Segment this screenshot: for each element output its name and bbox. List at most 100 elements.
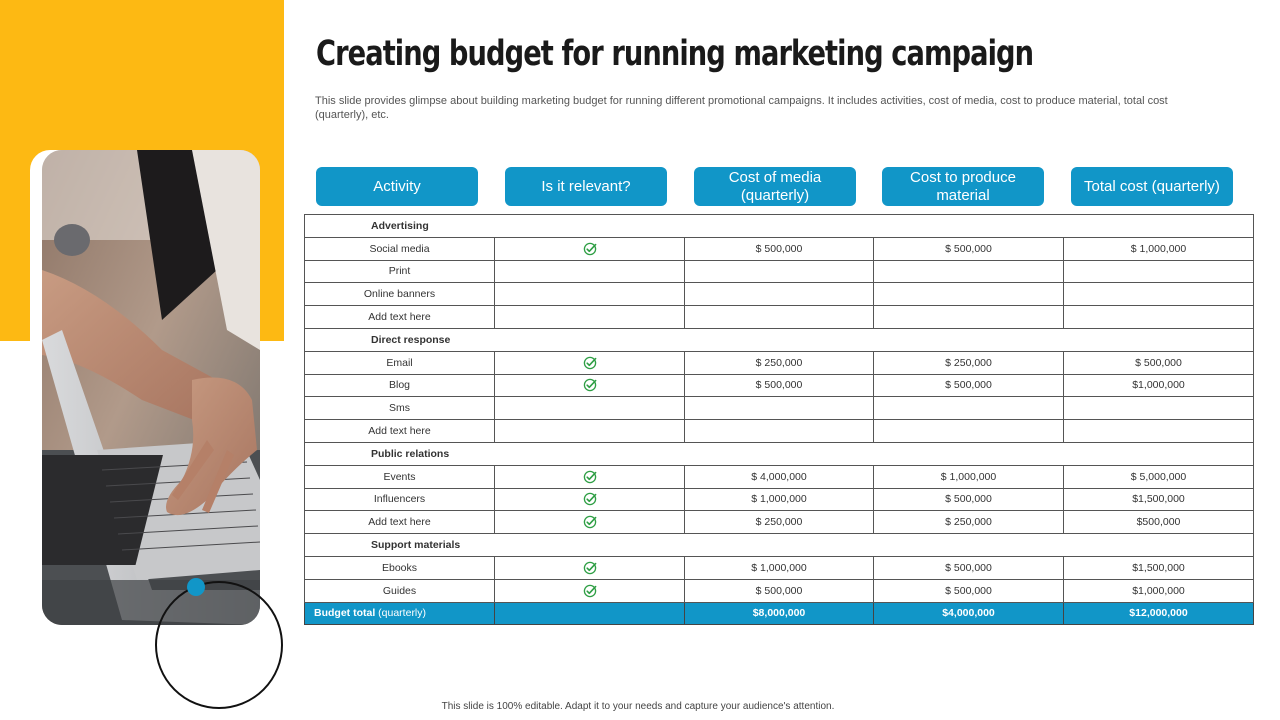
media-cost-cell [684,419,874,443]
total-cost-cell: $ 500,000 [1063,350,1254,375]
produce-cost-cell: $ 500,000 [873,236,1064,261]
decorative-circle [155,581,283,709]
activity-cell: Online banners [304,282,495,307]
check-icon [583,516,596,529]
section-filler [494,441,1254,466]
produce-cost-cell: $ 500,000 [873,555,1064,580]
header-cost-to-produce: Cost to produce material [882,167,1044,206]
section-label: Advertising [304,214,495,238]
produce-cost-cell [873,259,1064,284]
media-cost-cell [684,305,874,329]
check-icon [583,470,596,483]
table-row: Guides $ 500,000 $ 500,000 $1,000,000 [304,578,1254,603]
check-icon [583,379,596,392]
activity-cell: Add text here [304,419,495,443]
relevant-cell [494,419,685,443]
table-row: Ebooks $ 1,000,000 $ 500,000 $1,500,000 [304,555,1254,580]
relevant-cell [494,510,685,535]
section-row: Support materials [304,533,1254,557]
media-cost-cell [684,396,874,421]
column-header-row: Activity Is it relevant? Cost of media (… [316,167,1233,206]
section-filler [494,533,1254,557]
activity-cell: Events [304,464,495,489]
total-media-cell: $8,000,000 [684,601,874,626]
check-icon [583,584,596,597]
relevant-cell [494,487,685,512]
relevant-cell [494,305,685,329]
produce-cost-cell [873,305,1064,329]
produce-cost-cell: $ 500,000 [873,578,1064,603]
produce-cost-cell: $ 250,000 [873,350,1064,375]
section-label: Direct response [304,327,495,352]
check-icon [583,493,596,506]
table-row: Add text here $ 250,000 $ 250,000 $500,000 [304,510,1254,535]
total-total-cell: $12,000,000 [1063,601,1254,626]
total-cost-cell: $ 1,000,000 [1063,236,1254,261]
total-cost-cell: $500,000 [1063,510,1254,535]
check-icon [583,356,596,369]
activity-cell: Email [304,350,495,375]
activity-cell: Sms [304,396,495,421]
table-row: Add text here [304,419,1254,443]
relevant-cell [494,350,685,375]
produce-cost-cell: $ 500,000 [873,373,1064,398]
relevant-cell [494,236,685,261]
table-row: Blog $ 500,000 $ 500,000 $1,000,000 [304,373,1254,398]
table-row: Events $ 4,000,000 $ 1,000,000 $ 5,000,000 [304,464,1254,489]
table-row: Print [304,259,1254,284]
activity-cell: Blog [304,373,495,398]
relevant-cell [494,282,685,307]
budget-total-text: Budget total [314,607,376,620]
activity-cell: Ebooks [304,555,495,580]
media-cost-cell [684,259,874,284]
page-subtitle: This slide provides glimpse about buildi… [315,95,1168,121]
total-cost-cell [1063,396,1254,421]
section-row: Advertising [304,214,1254,238]
total-produce-cell: $4,000,000 [873,601,1064,626]
activity-cell: Social media [304,236,495,261]
total-cost-cell: $1,000,000 [1063,373,1254,398]
budget-total-qualifier: (quarterly) [378,607,427,620]
section-label: Support materials [304,533,495,557]
table-row: Online banners [304,282,1254,307]
total-cost-cell: $1,000,000 [1063,578,1254,603]
produce-cost-cell: $ 250,000 [873,510,1064,535]
media-cost-cell: $ 250,000 [684,350,874,375]
total-cost-cell [1063,282,1254,307]
relevant-cell [494,396,685,421]
total-cost-cell: $1,500,000 [1063,487,1254,512]
relevant-cell [494,259,685,284]
media-cost-cell: $ 4,000,000 [684,464,874,489]
footer-note: This slide is 100% editable. Adapt it to… [441,701,835,712]
produce-cost-cell [873,282,1064,307]
table-row: Add text here [304,305,1254,329]
header-is-relevant: Is it relevant? [505,167,667,206]
media-cost-cell: $ 250,000 [684,510,874,535]
section-row: Direct response [304,327,1254,352]
section-filler [494,327,1254,352]
activity-cell: Guides [304,578,495,603]
produce-cost-cell [873,396,1064,421]
relevant-cell [494,373,685,398]
total-cost-cell: $ 5,000,000 [1063,464,1254,489]
section-row: Public relations [304,441,1254,466]
section-label: Public relations [304,441,495,466]
budget-total-row: Budget total (quarterly) $8,000,000 $4,000… [304,601,1254,626]
media-cost-cell: $ 1,000,000 [684,555,874,580]
laptop-photo [42,150,260,625]
activity-cell: Add text here [304,510,495,535]
total-cost-cell [1063,305,1254,329]
decorative-dot [187,578,205,596]
produce-cost-cell: $ 1,000,000 [873,464,1064,489]
activity-cell: Influencers [304,487,495,512]
relevant-cell [494,464,685,489]
total-relevant-cell [494,601,685,626]
media-cost-cell: $ 500,000 [684,373,874,398]
activity-cell: Add text here [304,305,495,329]
relevant-cell [494,555,685,580]
total-cost-cell [1063,419,1254,443]
check-icon [583,242,596,255]
table-row: Sms [304,396,1254,421]
header-activity: Activity [316,167,478,206]
produce-cost-cell: $ 500,000 [873,487,1064,512]
